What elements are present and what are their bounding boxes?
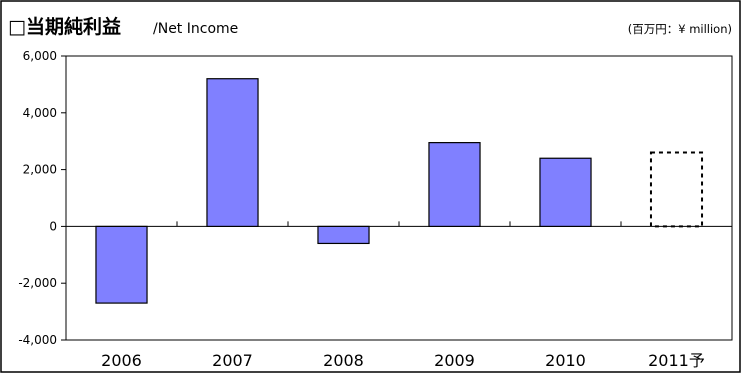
x-tick-label: 2011予 xyxy=(648,351,705,370)
bar-2008 xyxy=(317,225,370,245)
bar-2006 xyxy=(95,225,148,304)
x-tick-label: 2008 xyxy=(323,351,364,370)
unit-label: (百万円：¥ million) xyxy=(628,22,732,36)
bar-forecast-2011予 xyxy=(649,151,704,228)
x-tick-label: 2007 xyxy=(212,351,253,370)
bar-series xyxy=(95,78,704,304)
y-tick-label: 2,000 xyxy=(23,163,57,177)
y-tick-label: -2,000 xyxy=(18,276,57,290)
bar-2010 xyxy=(539,157,592,228)
x-tick-label: 2006 xyxy=(101,351,142,370)
chart-title: □当期純利益 xyxy=(8,15,121,38)
y-tick-label: 4,000 xyxy=(23,106,57,120)
y-tick-label: 0 xyxy=(49,219,57,233)
chart-subtitle: /Net Income xyxy=(153,21,238,37)
bar-2009 xyxy=(428,142,481,227)
bar-2007 xyxy=(206,78,259,227)
plot-area xyxy=(65,55,733,341)
x-tick-label: 2009 xyxy=(434,351,475,370)
y-tick-label: 6,000 xyxy=(23,49,57,63)
y-axis: 6,000 4,000 2,000 0 -2,000 -4,000 xyxy=(18,49,66,347)
y-tick-label: -4,000 xyxy=(18,333,57,347)
x-tick-label: 2010 xyxy=(545,351,586,370)
x-axis: 2006 2007 2008 2009 2010 2011予 xyxy=(66,221,732,370)
